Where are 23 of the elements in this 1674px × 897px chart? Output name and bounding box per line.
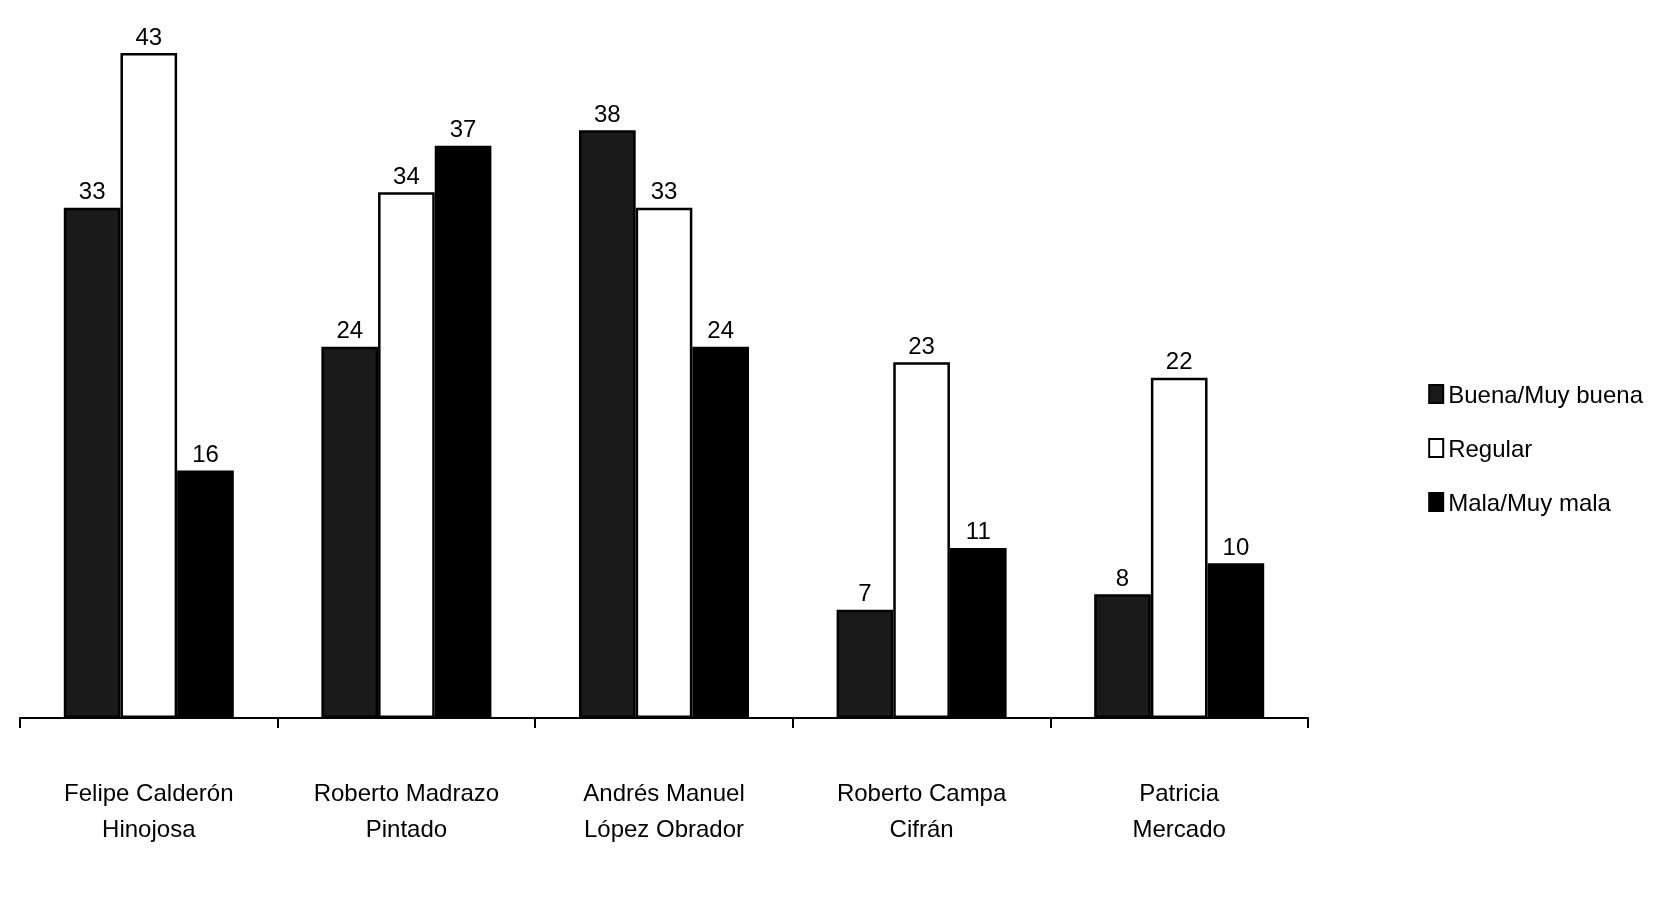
data-label: 22: [1165, 347, 1193, 375]
data-label: 33: [78, 177, 106, 205]
legend-label: Mala/Muy mala: [1448, 488, 1612, 516]
x-tick-label: Roberto Madrazo Pintado: [313, 778, 500, 842]
data-label: 37: [449, 115, 477, 143]
data-label: 10: [1222, 532, 1250, 560]
legend-label: Buena/Muy buena: [1448, 380, 1644, 408]
data-label: 38: [593, 99, 621, 127]
data-label: 34: [393, 161, 420, 189]
data-label: 33: [650, 177, 678, 205]
x-tick-label: Felipe Calderón Hinojosa: [64, 778, 234, 842]
x-tick-label: Patricia Mercado: [1132, 778, 1226, 842]
data-label: 23: [908, 331, 935, 359]
data-label: 7: [858, 579, 872, 607]
data-label: 24: [707, 316, 735, 344]
x-tick-label: Andrés Manuel López Obrador: [583, 778, 745, 842]
data-label: 43: [135, 22, 163, 50]
data-label: 24: [336, 316, 364, 344]
data-label: 11: [965, 517, 991, 545]
legend-label: Regular: [1448, 434, 1533, 462]
data-label: 8: [1115, 563, 1130, 591]
data-label: 16: [192, 440, 219, 468]
x-tick-label: Roberto Campa Cifrán: [836, 778, 1007, 842]
